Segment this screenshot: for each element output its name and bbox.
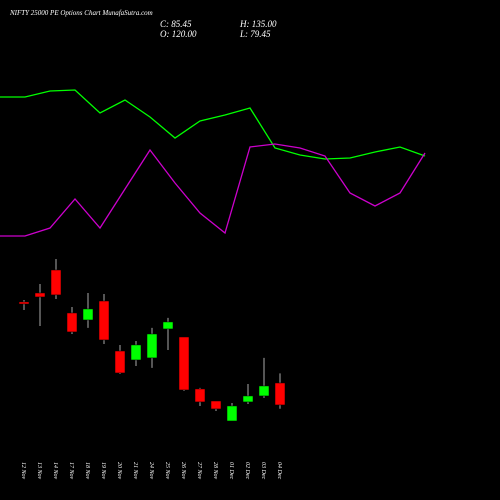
candle-body bbox=[114, 350, 126, 374]
candle-body bbox=[194, 388, 206, 403]
x-tick-label: 17 Nov bbox=[68, 462, 74, 480]
x-tick-label: 20 Nov bbox=[116, 462, 122, 480]
x-tick-label: 14 Nov bbox=[52, 462, 59, 480]
candle-body bbox=[18, 301, 30, 305]
x-tick-label: 12 Nov bbox=[20, 462, 26, 480]
stat-close: C: 85.45 bbox=[160, 19, 192, 29]
x-tick-label: 18 Nov bbox=[84, 462, 90, 480]
x-tick-label: 02 Dec bbox=[244, 462, 250, 479]
x-tick-label: 25 Nov bbox=[164, 462, 170, 480]
candle-body bbox=[178, 336, 190, 391]
x-tick-label: 26 Nov bbox=[180, 462, 186, 480]
chart-title: NIFTY 25000 PE Options Chart MunafaSutra… bbox=[9, 9, 153, 17]
candle-body bbox=[258, 385, 270, 397]
x-tick-label: 01 Dec bbox=[228, 462, 234, 479]
candle-body bbox=[50, 269, 62, 296]
candle-body bbox=[226, 405, 238, 422]
candle-body bbox=[34, 292, 46, 298]
candle-body bbox=[130, 344, 142, 361]
candle-body bbox=[66, 312, 78, 333]
x-tick-label: 21 Nov bbox=[132, 462, 138, 480]
candle-body bbox=[146, 333, 158, 359]
stat-high: H: 135.00 bbox=[239, 19, 277, 29]
x-tick-label: 19 Nov bbox=[100, 462, 106, 480]
candle-body bbox=[210, 400, 222, 410]
x-tick-label: 28 Nov bbox=[212, 462, 218, 480]
indicator-line bbox=[0, 143, 426, 237]
candle-body bbox=[242, 395, 254, 403]
x-tick-label: 24 Nov bbox=[148, 462, 155, 480]
x-tick-label: 27 Nov bbox=[196, 462, 202, 480]
x-tick-label: 04 Dec bbox=[276, 462, 283, 479]
candle-body bbox=[98, 300, 110, 341]
x-tick-label: 13 Nov bbox=[36, 462, 42, 480]
indicator-line bbox=[0, 89, 426, 160]
x-tick-label: 03 Dec bbox=[260, 462, 266, 479]
stat-low: L: 79.45 bbox=[239, 29, 271, 39]
candle-body bbox=[274, 382, 286, 406]
candle-body bbox=[82, 308, 94, 321]
candle-body bbox=[162, 321, 174, 330]
stat-open: O: 120.00 bbox=[160, 29, 197, 39]
